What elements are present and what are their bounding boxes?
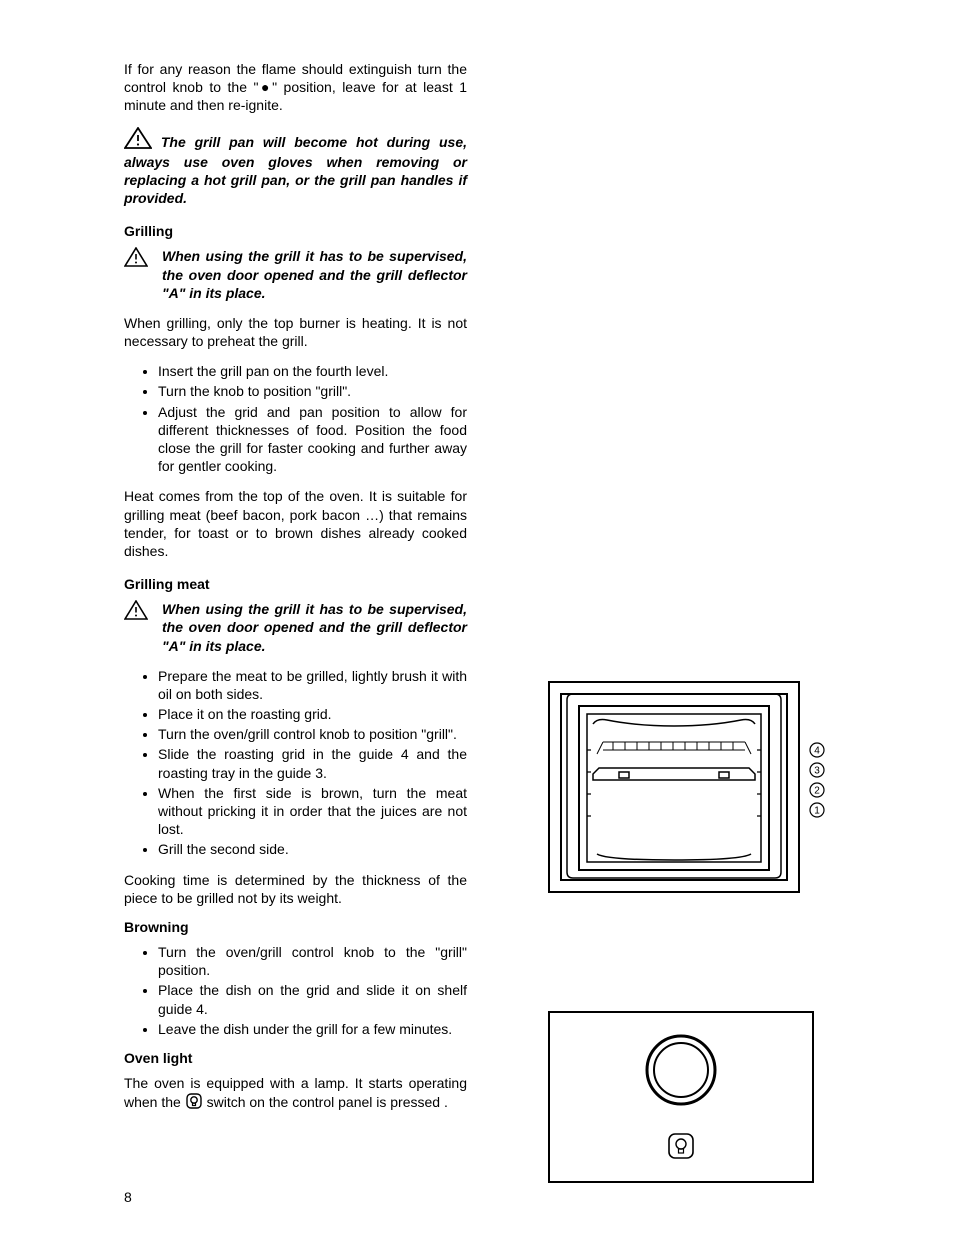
warning-text: When using the grill it has to be superv… xyxy=(162,247,467,302)
list-item: Grill the second side. xyxy=(158,840,467,858)
warning-icon xyxy=(124,600,148,625)
oven-light-text: The oven is equipped with a lamp. It sta… xyxy=(124,1074,467,1114)
lamp-icon xyxy=(185,1092,203,1114)
list-item: Slide the roasting grid in the guide 4 a… xyxy=(158,745,467,781)
list-item: Adjust the grid and pan position to allo… xyxy=(158,403,467,476)
warning-grilling: When using the grill it has to be superv… xyxy=(124,247,467,302)
list-item: Place it on the roasting grid. xyxy=(158,705,467,723)
heading-grilling: Grilling xyxy=(124,223,467,239)
heading-browning: Browning xyxy=(124,919,467,935)
warning-icon xyxy=(124,247,148,272)
oven-diagram: 4 3 2 1 xyxy=(547,680,837,900)
warning-grill-pan: The grill pan will become hot during use… xyxy=(124,127,467,208)
heading-grilling-meat: Grilling meat xyxy=(124,576,467,592)
page-number: 8 xyxy=(124,1189,132,1205)
level-label-2: 2 xyxy=(814,786,820,797)
grilling-para2: Heat comes from the top of the oven. It … xyxy=(124,487,467,560)
oven-light-after: switch on the control panel is pressed . xyxy=(207,1094,448,1110)
list-item: Leave the dish under the grill for a few… xyxy=(158,1020,467,1038)
warning-text: The grill pan will become hot during use… xyxy=(124,134,467,207)
level-label-1: 1 xyxy=(814,806,820,817)
list-item: Insert the grill pan on the fourth level… xyxy=(158,362,467,380)
browning-bullets: Turn the oven/grill control knob to the … xyxy=(124,943,467,1038)
warning-text: When using the grill it has to be superv… xyxy=(162,600,467,655)
grilling-bullets: Insert the grill pan on the fourth level… xyxy=(124,362,467,475)
list-item: Turn the knob to position "grill". xyxy=(158,382,467,400)
list-item: Turn the oven/grill control knob to the … xyxy=(158,943,467,979)
left-column: If for any reason the flame should extin… xyxy=(124,60,467,1126)
grilling-para1: When grilling, only the top burner is he… xyxy=(124,314,467,350)
warning-grilling-meat: When using the grill it has to be superv… xyxy=(124,600,467,655)
control-panel-diagram xyxy=(547,1010,815,1190)
list-item: When the first side is brown, turn the m… xyxy=(158,784,467,839)
grilling-meat-bullets: Prepare the meat to be grilled, lightly … xyxy=(124,667,467,859)
list-item: Prepare the meat to be grilled, lightly … xyxy=(158,667,467,703)
heading-oven-light: Oven light xyxy=(124,1050,467,1066)
list-item: Turn the oven/grill control knob to posi… xyxy=(158,725,467,743)
grilling-meat-para1: Cooking time is determined by the thickn… xyxy=(124,871,467,907)
intro-paragraph: If for any reason the flame should extin… xyxy=(124,60,467,115)
warning-icon xyxy=(124,127,152,153)
list-item: Place the dish on the grid and slide it … xyxy=(158,981,467,1017)
level-label-3: 3 xyxy=(814,766,820,777)
manual-page: If for any reason the flame should extin… xyxy=(0,0,954,1235)
right-column: 4 3 2 1 xyxy=(547,60,837,1126)
level-label-4: 4 xyxy=(814,746,820,757)
